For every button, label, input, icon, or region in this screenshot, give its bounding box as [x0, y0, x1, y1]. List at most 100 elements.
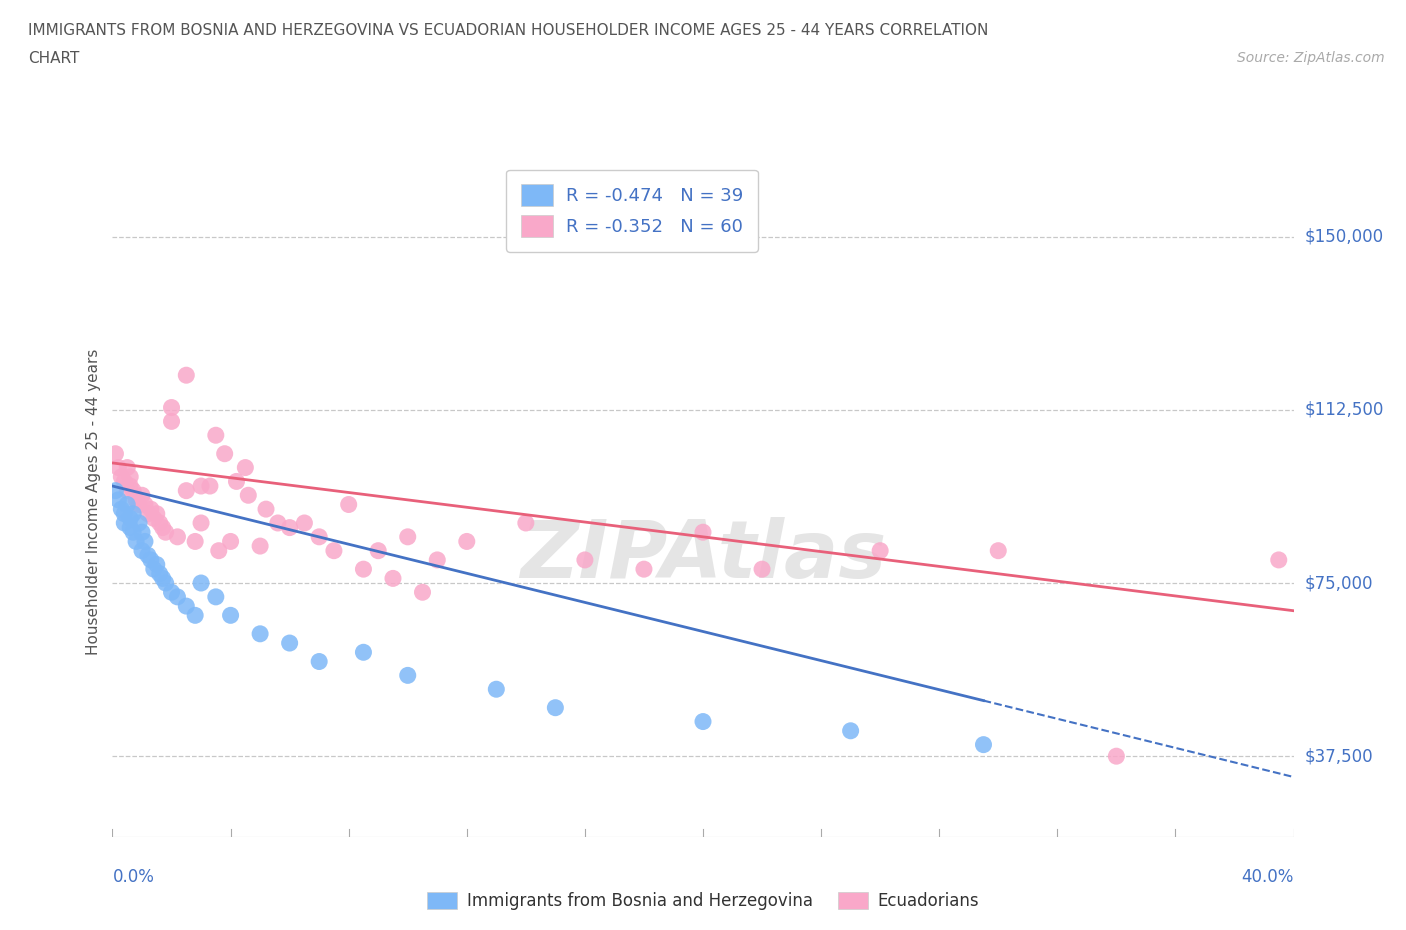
Point [633, 562, 655, 577]
Point [174, 484, 197, 498]
Point [136, 548, 159, 563]
Point [219, 534, 242, 549]
Point [149, 515, 172, 530]
Point [205, 590, 228, 604]
Point [515, 515, 537, 530]
Point [117, 497, 138, 512]
Point [249, 627, 271, 642]
Text: 40.0%: 40.0% [1241, 868, 1294, 885]
Point [249, 538, 271, 553]
Point [146, 506, 169, 521]
Point [267, 515, 290, 530]
Point [174, 599, 197, 614]
Y-axis label: Householder Income Ages 25 - 44 years: Householder Income Ages 25 - 44 years [86, 349, 101, 656]
Point [574, 552, 596, 567]
Point [323, 543, 346, 558]
Point [382, 571, 405, 586]
Point [155, 525, 177, 539]
Point [166, 590, 188, 604]
Point [125, 534, 148, 549]
Point [184, 534, 207, 549]
Point [174, 367, 197, 382]
Point [190, 576, 212, 591]
Point [107, 493, 129, 508]
Point [205, 428, 228, 443]
Point [110, 470, 132, 485]
Text: IMMIGRANTS FROM BOSNIA AND HERZEGOVINA VS ECUADORIAN HOUSEHOLDER INCOME AGES 25 : IMMIGRANTS FROM BOSNIA AND HERZEGOVINA V… [28, 23, 988, 38]
Point [110, 501, 132, 516]
Point [125, 493, 148, 508]
Point [134, 497, 156, 512]
Point [869, 543, 891, 558]
Point [122, 525, 145, 539]
Point [208, 543, 231, 558]
Text: ZIPAtlas: ZIPAtlas [520, 517, 886, 595]
Point [396, 668, 419, 683]
Point [238, 488, 260, 503]
Point [225, 474, 247, 489]
Point [254, 501, 277, 516]
Point [308, 529, 330, 544]
Point [152, 571, 174, 586]
Point [278, 635, 301, 650]
Point [308, 654, 330, 669]
Point [131, 488, 153, 503]
Point [149, 566, 172, 581]
Point [122, 506, 145, 521]
Legend: Immigrants from Bosnia and Herzegovina, Ecuadorians: Immigrants from Bosnia and Herzegovina, … [420, 885, 986, 917]
Point [128, 515, 150, 530]
Point [485, 682, 508, 697]
Point [1105, 749, 1128, 764]
Point [160, 400, 183, 415]
Point [198, 479, 221, 494]
Point [973, 737, 995, 752]
Point [112, 506, 135, 521]
Point [692, 714, 714, 729]
Point [426, 552, 449, 567]
Point [352, 644, 374, 659]
Point [219, 608, 242, 623]
Point [136, 506, 159, 521]
Point [839, 724, 862, 738]
Point [184, 608, 207, 623]
Point [120, 470, 142, 485]
Point [120, 520, 142, 535]
Text: $37,500: $37,500 [1305, 747, 1374, 765]
Text: Source: ZipAtlas.com: Source: ZipAtlas.com [1237, 51, 1385, 65]
Point [692, 525, 714, 539]
Point [166, 529, 188, 544]
Point [122, 484, 145, 498]
Point [160, 414, 183, 429]
Point [1268, 552, 1291, 567]
Point [128, 497, 150, 512]
Point [337, 497, 360, 512]
Point [544, 700, 567, 715]
Point [396, 529, 419, 544]
Text: $112,500: $112,500 [1305, 401, 1384, 418]
Point [367, 543, 389, 558]
Point [131, 525, 153, 539]
Point [214, 446, 236, 461]
Text: $75,000: $75,000 [1305, 574, 1374, 592]
Point [155, 576, 177, 591]
Point [190, 515, 212, 530]
Point [120, 479, 142, 494]
Text: CHART: CHART [28, 51, 80, 66]
Point [233, 460, 256, 475]
Text: 0.0%: 0.0% [112, 868, 155, 885]
Point [190, 479, 212, 494]
Point [456, 534, 478, 549]
Point [278, 520, 301, 535]
Point [152, 520, 174, 535]
Point [112, 474, 135, 489]
Point [112, 515, 135, 530]
Point [117, 484, 138, 498]
Point [411, 585, 433, 600]
Point [751, 562, 773, 577]
Point [352, 562, 374, 577]
Point [987, 543, 1010, 558]
Point [107, 460, 129, 475]
Point [104, 446, 127, 461]
Point [104, 484, 127, 498]
Point [142, 511, 165, 525]
